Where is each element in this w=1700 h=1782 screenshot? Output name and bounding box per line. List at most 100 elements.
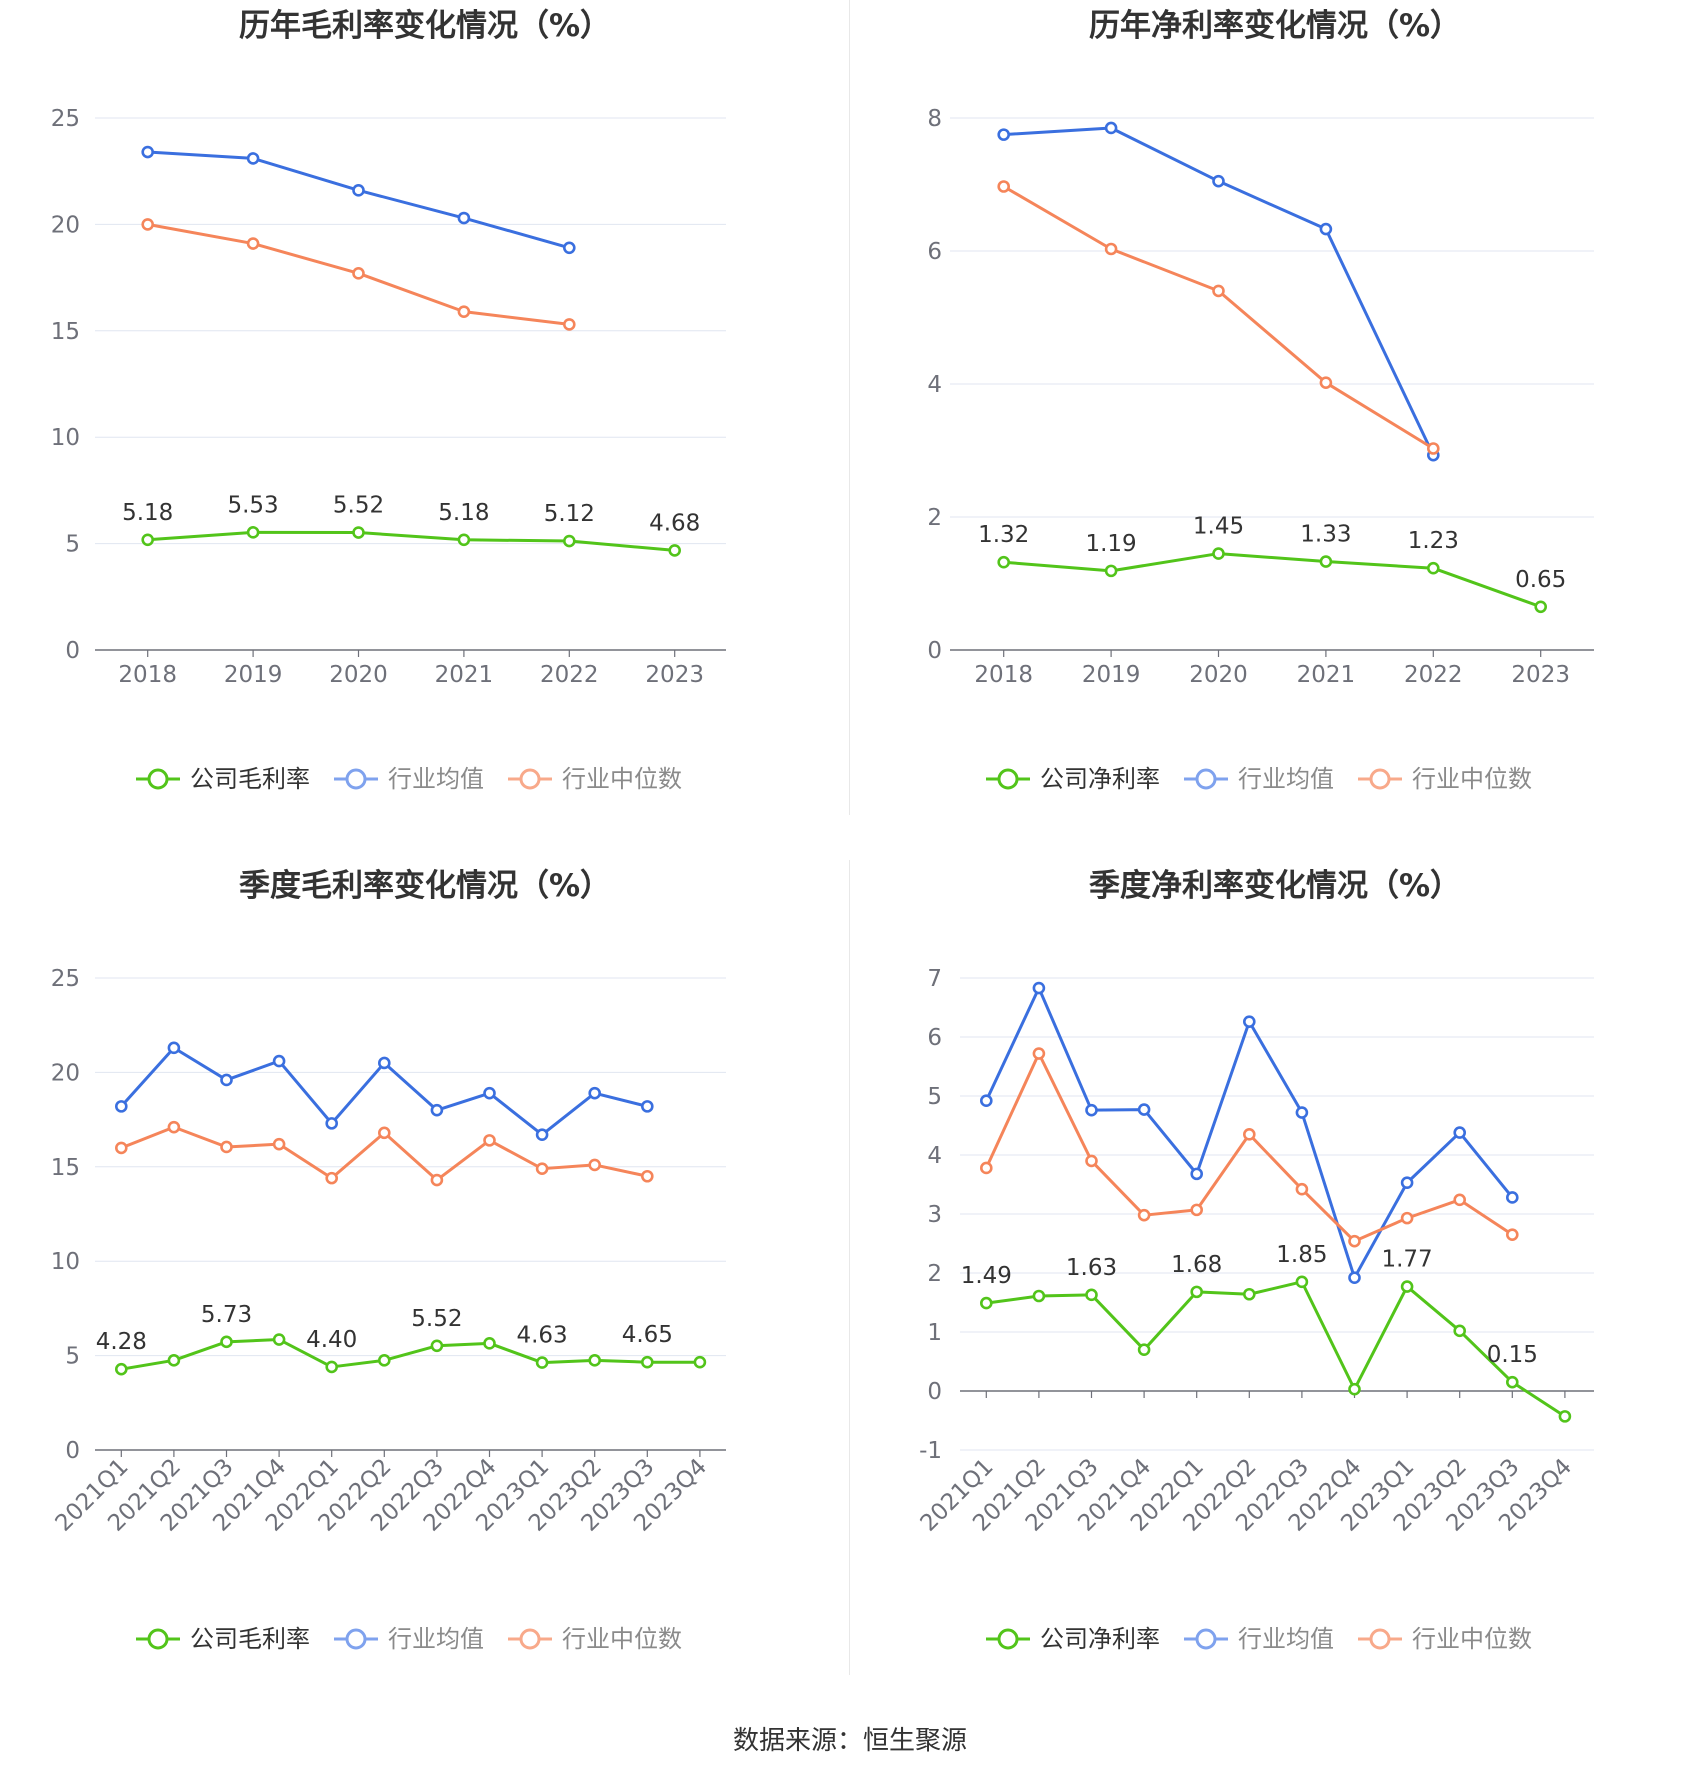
quarterly-net-margin-svg: 季度净利率变化情况（%）-1012345672021Q12021Q22021Q3… xyxy=(916,868,1594,1653)
data-point-median xyxy=(457,305,471,318)
data-point-median xyxy=(535,1162,549,1175)
data-label: 5.52 xyxy=(333,493,384,519)
annual-net-margin-chart: 历年净利率变化情况（%） 0 2 4 6 8 2018 2019 2020 2021 2022 202… xyxy=(850,0,1700,860)
y-tick-label: 20 xyxy=(51,212,80,238)
data-point-median xyxy=(1295,1182,1309,1196)
legend-marker-avg xyxy=(345,768,367,790)
data-point-median xyxy=(220,1140,233,1154)
annual-gross-margin-svg: 历年毛利率变化情况（%） 0 5 10 15 20 25 2018 2019 2020 2021 20… xyxy=(51,8,726,793)
data-point-median xyxy=(640,1169,654,1183)
data-point-avg xyxy=(483,1086,496,1100)
data-point-company xyxy=(562,534,576,548)
data-point-avg xyxy=(272,1054,286,1068)
data-label: 1.32 xyxy=(978,522,1029,548)
data-label: 4.68 xyxy=(649,510,700,536)
y-tick-label: 0 xyxy=(65,638,80,664)
x-tick-label: 2019 xyxy=(1082,662,1141,688)
data-point-avg xyxy=(535,1128,549,1142)
data-label: 5.73 xyxy=(201,1302,252,1328)
data-point-company xyxy=(1190,1285,1204,1299)
data-point-median xyxy=(997,180,1010,193)
data-point-avg xyxy=(1505,1191,1519,1204)
x-tick-label: 2018 xyxy=(118,662,177,688)
series-line-avg xyxy=(147,150,570,250)
data-point-company xyxy=(1558,1410,1572,1423)
data-point-company xyxy=(115,1362,128,1376)
data-point-company xyxy=(997,555,1010,569)
data-point-avg xyxy=(115,1100,128,1113)
data-point-avg xyxy=(1104,121,1118,135)
x-tick-label: 2019 xyxy=(224,662,283,688)
data-point-avg xyxy=(1348,1271,1361,1285)
legend-label-company: 公司毛利率 xyxy=(190,765,310,793)
data-point-median xyxy=(1319,376,1333,389)
legend-label-avg: 行业均值 xyxy=(1238,765,1334,793)
y-tick-label: 8 xyxy=(927,106,942,132)
data-point-company xyxy=(640,1355,654,1369)
data-label: 1.77 xyxy=(1381,1247,1432,1273)
data-point-avg xyxy=(1032,981,1046,995)
data-point-median xyxy=(115,1141,128,1155)
chart-title: 历年毛利率变化情况（%） xyxy=(239,8,611,44)
data-point-median xyxy=(483,1134,496,1147)
data-point-avg xyxy=(1242,1015,1256,1028)
data-point-median xyxy=(1505,1228,1519,1241)
legend-marker-company xyxy=(997,768,1019,790)
data-point-avg xyxy=(997,128,1010,141)
y-tick-label: 4 xyxy=(927,1143,942,1169)
data-point-company xyxy=(980,1296,993,1310)
data-point-company xyxy=(1534,600,1548,614)
y-tick-label: 7 xyxy=(927,966,942,992)
data-label: 1.23 xyxy=(1408,528,1459,554)
data-label: 5.53 xyxy=(227,492,278,518)
data-point-avg xyxy=(640,1100,654,1113)
data-point-median xyxy=(1190,1203,1204,1217)
data-point-median xyxy=(1453,1193,1467,1207)
quarterly-net-margin-chart: 季度净利率变化情况（%） -1 0 1 2 3 4 5 6 7 2021Q1 2021Q2 2021Q3… xyxy=(850,860,1700,1720)
legend-marker-median xyxy=(1369,768,1391,790)
data-point-median xyxy=(430,1173,444,1187)
data-label: 4.65 xyxy=(622,1322,673,1348)
data-point-company xyxy=(377,1354,391,1367)
data-point-avg xyxy=(1400,1176,1414,1190)
data-label: 1.19 xyxy=(1085,531,1136,557)
series-line-company xyxy=(147,530,675,552)
data-point-avg xyxy=(1453,1126,1467,1139)
data-label: 0.15 xyxy=(1487,1342,1538,1368)
data-point-median xyxy=(1242,1128,1256,1141)
data-point-company xyxy=(1426,561,1440,575)
data-point-median xyxy=(1212,284,1225,298)
legend-label-avg: 行业均值 xyxy=(388,1625,484,1653)
data-label: 0.65 xyxy=(1515,567,1566,593)
x-tick-label: 2020 xyxy=(1189,662,1248,688)
data-point-company xyxy=(1505,1375,1519,1389)
y-tick-label: 1 xyxy=(927,1320,942,1346)
legend-marker-median xyxy=(519,1628,541,1650)
x-tick-label: 2018 xyxy=(974,662,1033,688)
quarterly-gross-margin-chart: 季度毛利率变化情况（%） 0 5 10 15 20 25 2021Q1 2021Q2 2021Q3… xyxy=(0,860,850,1720)
y-tick-label: 25 xyxy=(51,966,80,992)
data-label: 4.40 xyxy=(306,1327,357,1353)
data-label: 5.18 xyxy=(122,500,173,526)
data-point-median xyxy=(325,1171,339,1185)
data-point-median xyxy=(1085,1154,1098,1168)
y-tick-label: 10 xyxy=(51,1249,80,1275)
data-point-company xyxy=(693,1355,707,1369)
legend-marker-company xyxy=(147,1628,169,1650)
legend-label-median: 行业中位数 xyxy=(562,765,682,793)
y-tick-label: 15 xyxy=(51,319,80,345)
legend-label-median: 行业中位数 xyxy=(1412,1625,1532,1653)
x-tick-label: 2021 xyxy=(435,662,494,688)
data-point-median xyxy=(588,1158,602,1172)
data-point-company xyxy=(246,526,260,539)
legend-marker-avg xyxy=(1195,768,1217,790)
data-point-avg xyxy=(220,1073,233,1087)
y-tick-label: 6 xyxy=(927,239,942,265)
y-tick-label: 2 xyxy=(927,505,942,531)
vertical-divider-top xyxy=(849,0,850,815)
data-point-median xyxy=(167,1120,181,1134)
data-point-company xyxy=(535,1356,549,1369)
data-point-avg xyxy=(141,145,154,159)
data-point-avg xyxy=(980,1094,993,1108)
data-label: 4.28 xyxy=(96,1329,147,1355)
